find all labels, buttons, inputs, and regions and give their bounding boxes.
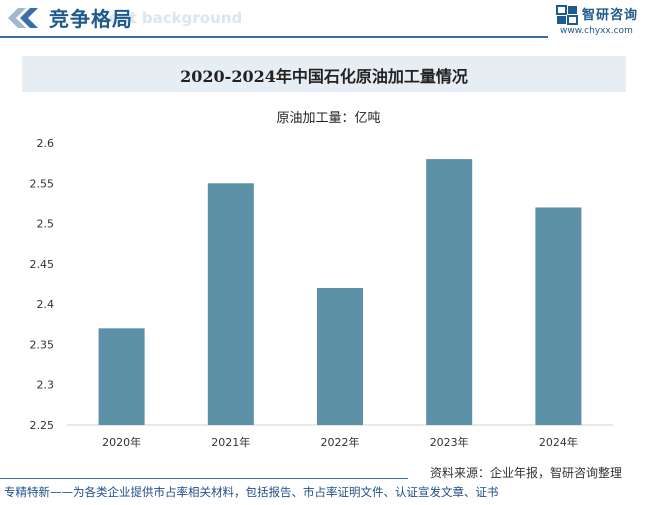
y-tick-label: 2.25 xyxy=(30,419,55,432)
section-title: 竞争格局 xyxy=(49,7,133,31)
logo-name: 智研咨询 xyxy=(582,8,639,23)
source-note: 资料来源：企业年报，智研咨询整理 xyxy=(430,466,623,480)
x-tick-label: 2020年 xyxy=(102,435,141,449)
logo-url: www.chyxx.com xyxy=(560,26,633,36)
logo-mark-icon xyxy=(556,5,578,25)
y-tick-label: 2.35 xyxy=(30,338,55,351)
brand-logo: 智研咨询 www.chyxx.com xyxy=(556,3,656,39)
y-tick-label: 2.6 xyxy=(37,137,55,150)
bar-2023年 xyxy=(426,159,473,425)
y-tick-label: 2.45 xyxy=(30,258,55,271)
x-tick-label: 2024年 xyxy=(539,435,578,449)
y-axis-ticks: 2.25 2.3 2.35 2.4 2.45 2.5 2.55 2.6 xyxy=(30,137,55,432)
double-chevron-icon xyxy=(8,8,38,28)
y-tick-label: 2.55 xyxy=(30,177,55,190)
footer-divider xyxy=(0,478,408,479)
header-divider xyxy=(0,36,548,38)
page-header: nent background 竞争格局 xyxy=(0,0,657,42)
y-tick-label: 2.4 xyxy=(37,298,55,311)
x-tick-label: 2022年 xyxy=(321,435,360,449)
unit-label: 原油加工量：亿吨 xyxy=(276,111,381,126)
chart-title-band: 2020-2024年中国石化原油加工量情况 xyxy=(22,56,626,92)
x-axis-labels: 2020年 2021年 2022年 2023年 2024年 xyxy=(102,435,578,449)
bars-group xyxy=(98,159,582,425)
bar-2024年 xyxy=(535,207,582,425)
chart-title: 2020-2024年中国石化原油加工量情况 xyxy=(180,67,468,86)
y-tick-label: 2.3 xyxy=(37,379,55,392)
header-background-text: nent background xyxy=(98,9,243,27)
x-tick-label: 2021年 xyxy=(211,435,250,449)
footer-slogan: 专精特新——为各类企业提供市占率相关材料，包括报告、市占率证明文件、认证宣发文章… xyxy=(4,485,499,499)
bar-2020年 xyxy=(98,328,145,425)
bar-2021年 xyxy=(207,183,254,425)
bar-2022年 xyxy=(317,288,363,425)
y-tick-label: 2.5 xyxy=(37,218,55,231)
x-tick-label: 2023年 xyxy=(430,435,469,449)
